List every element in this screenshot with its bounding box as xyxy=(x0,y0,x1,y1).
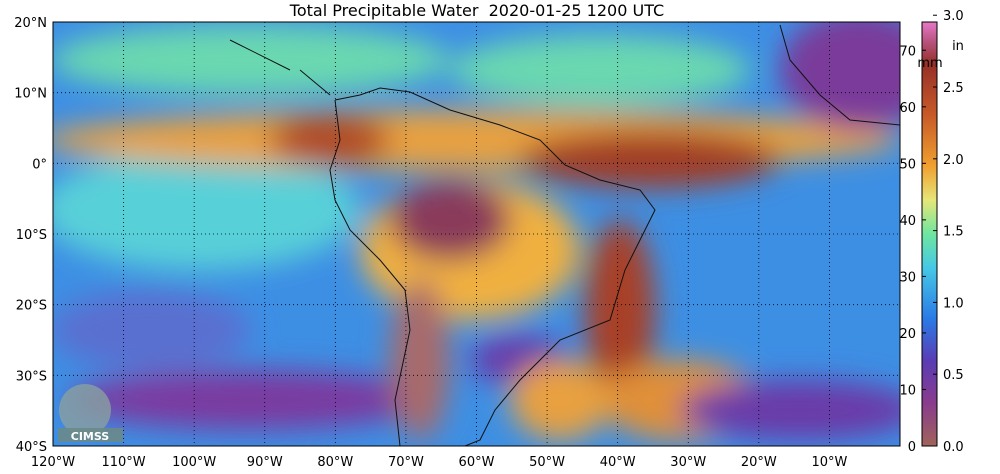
colorbar xyxy=(921,21,938,447)
lon-label: 70°W xyxy=(388,455,424,470)
mm-tick-label: 70 xyxy=(899,44,916,59)
lon-label: 90°W xyxy=(247,455,283,470)
lon-label: 30°W xyxy=(670,455,706,470)
colorbar-mm-unit: mm xyxy=(917,56,942,71)
lon-label: 50°W xyxy=(529,455,565,470)
in-tick-label: 3.0 xyxy=(943,9,964,24)
logo-text: CIMSS xyxy=(71,430,110,443)
lat-label: 10°S xyxy=(16,228,47,243)
mm-tick-label: 50 xyxy=(899,157,916,172)
lat-label: 0° xyxy=(32,157,47,172)
lat-label: 20°S xyxy=(16,299,47,314)
in-tick-label: 2.0 xyxy=(943,153,964,168)
lat-label: 20°N xyxy=(14,16,47,31)
lon-label: 20°W xyxy=(741,455,777,470)
lon-label: 60°W xyxy=(459,455,495,470)
mm-tick-label: 20 xyxy=(899,327,916,342)
mm-tick-label: 40 xyxy=(899,214,916,229)
lon-label: 40°W xyxy=(600,455,636,470)
in-tick-label: 2.5 xyxy=(943,81,964,96)
tpw-image xyxy=(53,22,900,446)
lon-label: 10°W xyxy=(811,455,847,470)
lat-label: 30°S xyxy=(16,369,47,384)
in-tick-label: 0.5 xyxy=(943,368,964,383)
in-tick-label: 1.0 xyxy=(943,296,964,311)
cimss-logo: CIMSS xyxy=(58,384,123,443)
lon-label: 120°W xyxy=(31,455,75,470)
in-tick-label: 1.5 xyxy=(943,225,964,240)
lon-label: 110°W xyxy=(101,455,145,470)
lon-label: 80°W xyxy=(317,455,353,470)
mm-tick-label: 0 xyxy=(908,440,916,455)
mm-tick-label: 60 xyxy=(899,101,916,116)
lat-label: 40°S xyxy=(16,440,47,455)
in-tick-label: 0.0 xyxy=(943,440,964,455)
lat-label: 10°N xyxy=(14,87,47,102)
lon-label: 100°W xyxy=(172,455,216,470)
title: Total Precipitable Water 2020-01-25 1200… xyxy=(289,1,664,20)
colorbar-in-unit: in xyxy=(952,39,964,54)
mm-tick-label: 30 xyxy=(899,270,916,285)
mm-tick-label: 10 xyxy=(899,383,916,398)
